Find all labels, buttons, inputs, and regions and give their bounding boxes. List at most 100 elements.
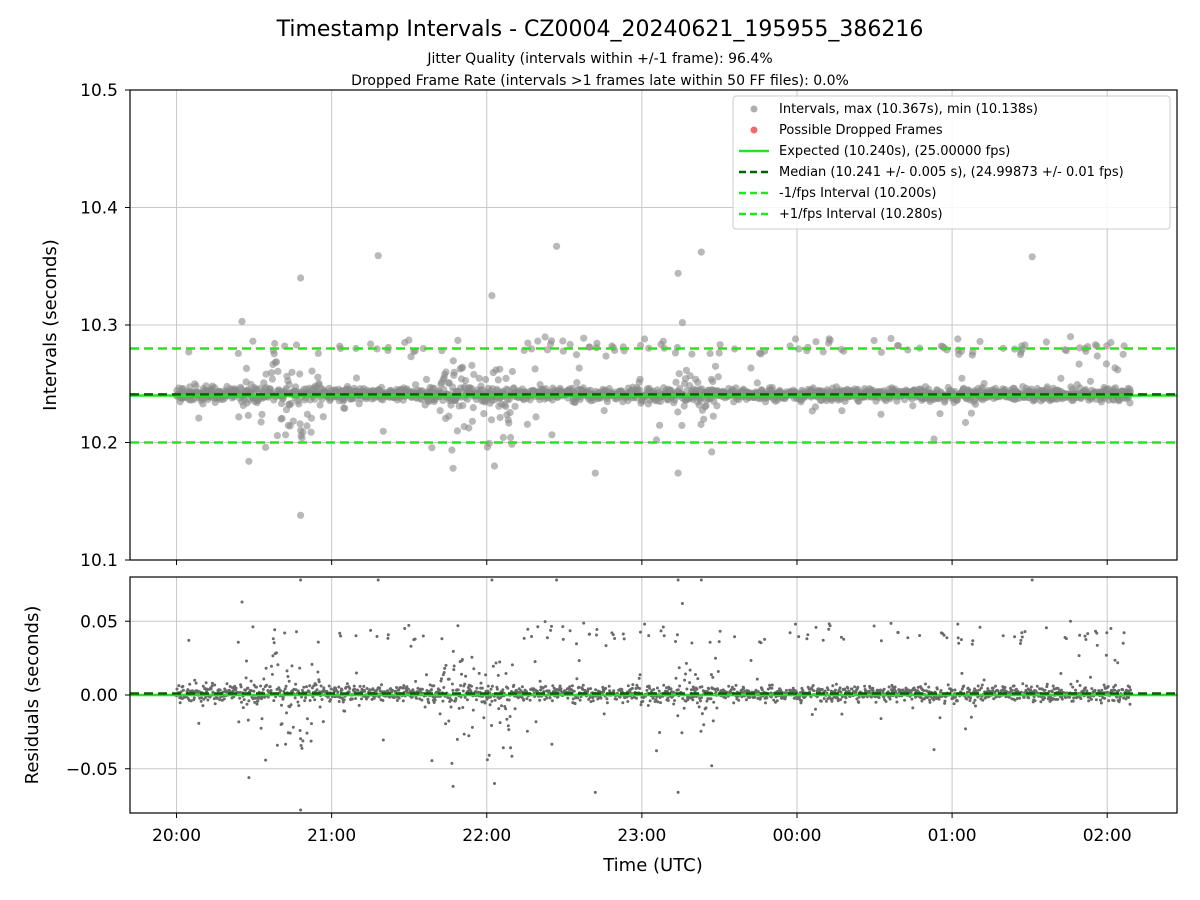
- residual-point: [954, 695, 957, 699]
- residual-point: [943, 699, 947, 703]
- residual-point: [575, 677, 579, 681]
- residual-point: [337, 685, 341, 689]
- interval-point: [795, 345, 803, 353]
- residual-point: [426, 697, 430, 701]
- residual-point: [286, 675, 290, 678]
- residual-point: [471, 708, 475, 712]
- residuals-plot: −0.05 0.00 0.05 20:00 21:00 22:00 23:00 00:00 0…: [22, 576, 1178, 876]
- residual-point: [753, 695, 757, 699]
- residual-point: [570, 688, 573, 692]
- interval-point: [877, 410, 885, 418]
- residual-point: [319, 684, 323, 688]
- residual-point: [409, 644, 413, 648]
- residual-point: [254, 696, 258, 700]
- residual-point: [657, 689, 661, 693]
- residual-point: [201, 684, 205, 688]
- x-tick-label: 21:00: [307, 826, 356, 846]
- residual-point: [714, 656, 717, 660]
- residual-point: [1089, 697, 1093, 701]
- residual-point: [290, 664, 294, 668]
- residual-point: [1084, 686, 1087, 690]
- residual-point: [442, 671, 446, 674]
- legend-label-expected: Expected (10.240s), (25.00000 fps): [779, 144, 1010, 159]
- residual-point: [927, 685, 931, 689]
- residual-point: [814, 625, 818, 629]
- interval-point: [553, 242, 561, 250]
- residual-point: [956, 636, 960, 640]
- interval-point: [482, 375, 490, 384]
- residual-point: [342, 698, 346, 702]
- residual-point: [1090, 687, 1094, 691]
- residual-point: [241, 706, 245, 710]
- residual-point: [526, 627, 530, 631]
- legend-box: [732, 95, 1171, 230]
- interval-point: [954, 335, 962, 343]
- residual-point: [268, 685, 272, 689]
- residual-point: [1105, 631, 1109, 635]
- residual-point: [665, 689, 669, 693]
- residual-point: [662, 634, 666, 638]
- residual-point: [501, 746, 505, 750]
- residual-point: [978, 625, 982, 629]
- residual-point: [1121, 688, 1125, 692]
- residual-point: [386, 633, 390, 637]
- residual-point: [797, 635, 801, 639]
- residual-point: [438, 712, 442, 716]
- residual-point: [464, 674, 468, 678]
- residual-point: [442, 686, 446, 689]
- residual-point: [593, 790, 597, 794]
- interval-point: [242, 364, 251, 372]
- residual-point: [525, 697, 529, 701]
- residual-point: [451, 688, 455, 692]
- residual-point: [911, 706, 915, 710]
- residual-point: [1056, 687, 1060, 690]
- residual-point: [287, 679, 291, 683]
- residual-point: [355, 671, 358, 675]
- residual-point: [942, 633, 946, 637]
- interval-point: [505, 419, 513, 427]
- residual-point: [539, 688, 543, 692]
- residual-point: [395, 699, 399, 702]
- residual-point: [246, 718, 250, 722]
- residual-point: [1104, 653, 1108, 657]
- residual-point: [879, 639, 883, 643]
- residual-point: [991, 686, 995, 690]
- interval-point: [980, 379, 988, 388]
- residual-point: [822, 697, 826, 701]
- residual-point: [715, 706, 719, 710]
- residual-point: [871, 689, 875, 693]
- residual-point: [702, 723, 706, 727]
- residual-point: [449, 705, 453, 709]
- residual-point: [732, 687, 736, 691]
- residual-point: [551, 684, 555, 688]
- residual-point: [839, 698, 842, 702]
- interval-point: [534, 337, 542, 345]
- residual-point: [846, 686, 850, 690]
- residual-point: [831, 684, 835, 688]
- residual-point: [952, 702, 956, 706]
- residual-point: [982, 678, 986, 682]
- legend-swatch-dropped-frames: [750, 126, 758, 134]
- interval-point: [1057, 374, 1065, 382]
- residual-point: [824, 699, 828, 703]
- residual-point: [577, 685, 581, 689]
- residual-point: [504, 672, 508, 675]
- residual-point: [974, 704, 977, 708]
- residual-point: [749, 659, 753, 662]
- residual-point: [830, 699, 834, 703]
- interval-point: [1043, 383, 1051, 391]
- residual-point: [857, 700, 861, 704]
- residual-point: [620, 688, 624, 691]
- residual-point: [299, 578, 303, 582]
- residual-point: [244, 676, 248, 680]
- residual-point: [1013, 635, 1017, 639]
- residual-point: [255, 702, 259, 706]
- residual-point: [1116, 661, 1120, 665]
- residual-point: [588, 695, 592, 699]
- residual-point: [1121, 641, 1125, 645]
- residual-point: [830, 697, 834, 701]
- residual-point: [973, 698, 977, 702]
- interval-point: [508, 367, 516, 376]
- residual-point: [1084, 638, 1088, 641]
- residual-point: [887, 685, 891, 689]
